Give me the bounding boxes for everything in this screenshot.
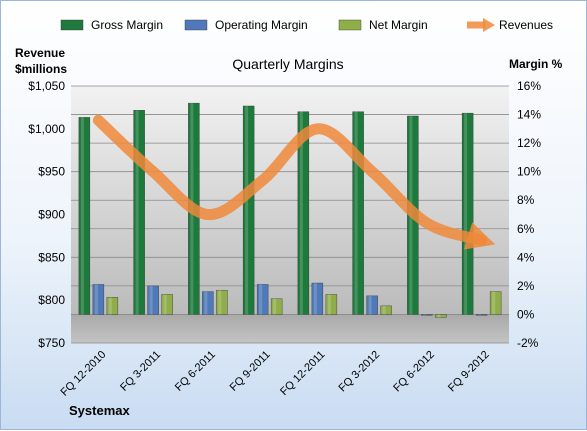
x-tick-label: FQ 9-2012 — [446, 349, 492, 395]
left-axis-label-line2: $millions — [15, 62, 67, 76]
left-tick-label: $950 — [38, 165, 65, 179]
bar-highlight — [135, 110, 139, 315]
bar-operating-margin — [311, 282, 324, 315]
plot-floor — [71, 314, 509, 343]
bar-highlight — [218, 290, 222, 315]
left-tick-label: $800 — [38, 293, 65, 307]
bar-net-margin — [270, 298, 283, 315]
left-axis-label-line1: Revenue — [15, 46, 65, 60]
bar-net-margin — [325, 294, 338, 315]
bar-highlight — [382, 305, 386, 315]
right-tick-label: -2% — [517, 336, 539, 350]
bar-highlight — [492, 291, 496, 315]
bar-gross-margin — [461, 112, 474, 315]
bar-highlight — [245, 105, 249, 315]
right-axis-label: Margin % — [509, 57, 563, 71]
bar-highlight — [204, 291, 208, 315]
bar-highlight — [313, 283, 317, 315]
right-tick-label: 12% — [517, 136, 541, 150]
bar-highlight — [259, 284, 263, 315]
bar-highlight — [478, 314, 482, 316]
x-axis: FQ 12-2010 FQ 3-2011 FQ 6-2011 FQ 9-2011 FQ … — [59, 349, 492, 399]
bar-highlight — [437, 314, 441, 318]
legend-arrow-revenues — [483, 18, 495, 32]
right-tick-label: 2% — [517, 279, 535, 293]
bar-highlight — [273, 298, 277, 315]
legend-swatch-gross-margin — [60, 19, 84, 31]
bar-highlight — [368, 295, 372, 315]
bar-gross-margin — [297, 111, 310, 315]
x-tick-label: FQ 9-2011 — [228, 349, 273, 394]
bar-operating-margin — [202, 291, 214, 315]
right-tick-label: 6% — [517, 222, 535, 236]
bar-highlight — [80, 117, 84, 315]
bar-operating-margin — [366, 295, 378, 315]
right-axis: -2% 0% 2% 4% 6% 8% 10% 12% 14% 16% — [517, 79, 541, 350]
right-tick-label: 14% — [517, 108, 541, 122]
bar-highlight — [163, 294, 167, 315]
legend-label: Operating Margin — [215, 18, 308, 32]
legend-label: Net Margin — [369, 18, 428, 32]
revenue-line — [92, 114, 496, 250]
x-tick-label: FQ 6-2012 — [391, 349, 437, 395]
bar-gross-margin — [78, 117, 91, 315]
bar-net-margin — [161, 294, 173, 315]
bar-gross-margin — [242, 105, 255, 315]
bar-highlight — [149, 285, 153, 315]
bar-net-margin — [216, 289, 228, 315]
right-tick-label: 0% — [517, 307, 535, 321]
bar-gross-margin — [352, 111, 364, 315]
bar-highlight — [94, 284, 98, 315]
left-tick-label: $850 — [38, 250, 65, 264]
bar-operating-margin — [92, 284, 105, 315]
bar-highlight — [423, 314, 427, 316]
bar-gross-margin — [133, 110, 145, 315]
bar-highlight — [464, 113, 468, 315]
right-tick-label: 10% — [517, 165, 541, 179]
x-tick-label: FQ 3-2012 — [337, 349, 383, 395]
bar-highlight — [354, 111, 358, 315]
left-tick-label: $1,000 — [28, 122, 65, 136]
bar-operating-margin — [256, 284, 269, 315]
bar-net-margin — [106, 297, 119, 315]
x-tick-label: FQ 12-2011 — [278, 349, 327, 398]
legend-label: Revenues — [499, 18, 553, 32]
bar-highlight — [299, 111, 303, 315]
left-tick-label: $1,050 — [28, 79, 65, 93]
bar-operating-margin — [147, 285, 159, 315]
x-tick-label: FQ 3-2011 — [118, 349, 163, 394]
legend-swatch-net-margin — [338, 19, 362, 31]
legend: Gross Margin Operating Margin Net Margin Re… — [60, 18, 553, 32]
footer-label: Systemax — [69, 403, 130, 418]
right-tick-label: 16% — [517, 79, 541, 93]
chart-title: Quarterly Margins — [232, 56, 343, 72]
x-tick-label: FQ 6-2011 — [173, 349, 218, 394]
bar-highlight — [327, 294, 331, 315]
bar-net-margin — [380, 305, 392, 315]
x-tick-label: FQ 12-2010 — [59, 349, 109, 399]
legend-label: Gross Margin — [91, 18, 163, 32]
bar-operating-margin — [421, 314, 433, 316]
bar-operating-margin — [475, 314, 488, 316]
right-tick-label: 4% — [517, 250, 535, 264]
legend-swatch-operating-margin — [184, 19, 208, 31]
right-tick-label: 8% — [517, 193, 535, 207]
bar-highlight — [108, 297, 112, 315]
revenue-series — [92, 114, 496, 250]
bar-net-margin — [435, 314, 447, 318]
left-tick-label: $750 — [38, 336, 65, 350]
left-tick-label: $900 — [38, 208, 65, 222]
bar-net-margin — [489, 291, 502, 315]
left-axis: $750 $800 $850 $900 $950 $1,000 $1,050 — [28, 79, 65, 350]
